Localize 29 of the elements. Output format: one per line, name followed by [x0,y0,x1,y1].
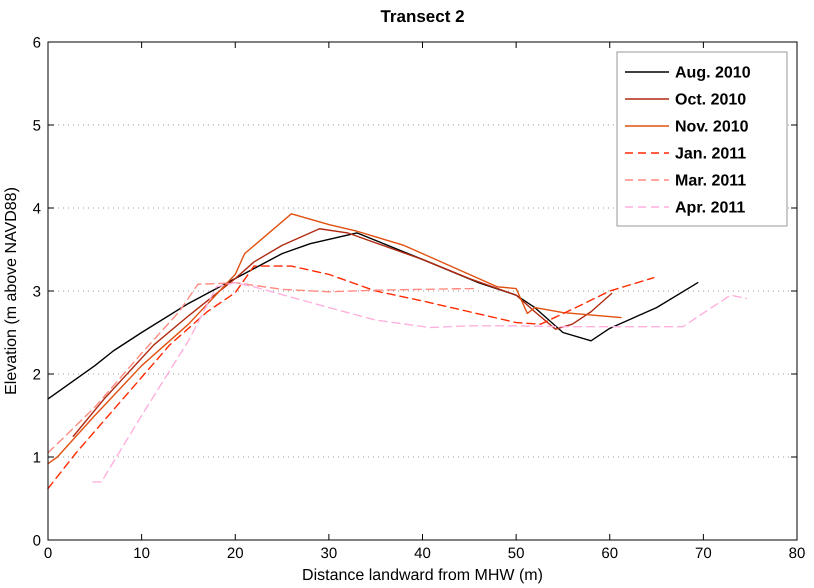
x-tick-label: 40 [414,545,431,562]
legend-label: Aug. 2010 [675,64,751,82]
y-tick-label: 2 [32,366,41,384]
y-axis-title: Elevation (m above NAVD88) [3,187,20,395]
line-series [47,265,654,490]
x-tick-label: 80 [788,545,806,562]
y-tick-label: 6 [32,34,41,52]
y-tick-label: 0 [32,532,41,550]
legend-label: Nov. 2010 [675,118,749,136]
x-tick-label: 70 [695,545,712,562]
x-tick-label: 60 [601,545,618,562]
line-series [72,228,612,437]
legend-label: Mar. 2011 [675,172,746,190]
chart-title: Transect 2 [380,7,465,26]
y-tick-label: 3 [32,283,41,300]
y-tick-label: 4 [32,200,41,218]
legend-label: Apr. 2011 [675,200,746,217]
y-tick-label: 5 [32,117,41,134]
line-series [92,282,748,483]
x-tick-label: 50 [508,545,524,562]
x-axis-title: Distance landward from MHW (m) [302,567,543,584]
x-tick-label: 20 [226,545,244,562]
x-tick-label: 10 [133,545,150,562]
x-tick-label: 30 [320,545,338,562]
line-series [47,213,622,464]
x-tick-label: 0 [44,545,52,562]
legend-label: Jan. 2011 [675,146,746,163]
y-tick-label: 1 [32,449,41,466]
legend-label: Oct. 2010 [675,92,746,109]
